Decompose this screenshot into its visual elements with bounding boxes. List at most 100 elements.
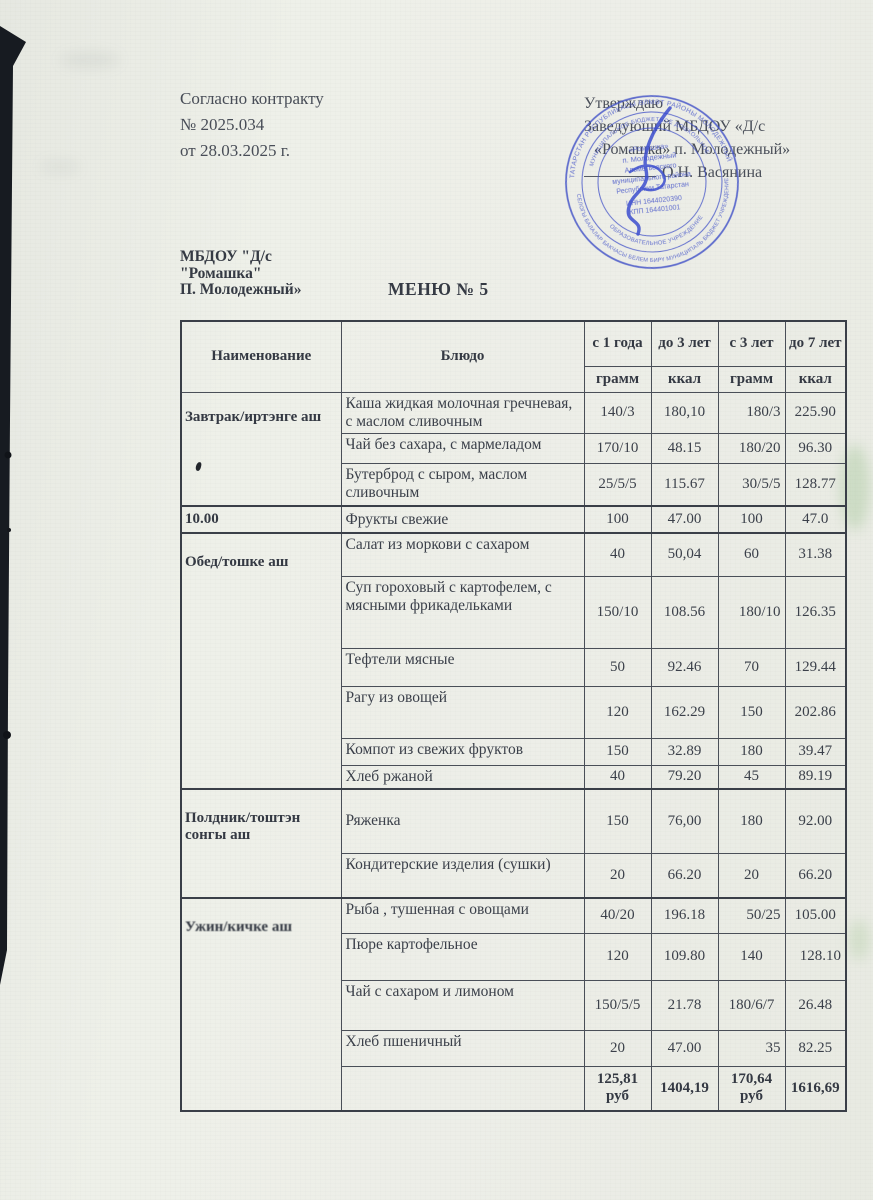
approval-line: Утверждаю: [584, 95, 664, 112]
grams-1-3: 20: [583, 852, 652, 899]
header-unit: ккал: [784, 365, 847, 393]
dish-cell: [340, 1065, 585, 1112]
grams-1-3: 150: [583, 737, 652, 766]
approval-line: «Ромашка» п. Молодежный»: [594, 141, 791, 158]
kcal-3-7: 66.20: [784, 852, 847, 899]
kcal-3-7: 82.25: [784, 1029, 847, 1067]
stamp-outer-circle: [565, 95, 739, 269]
signature-underline: [584, 162, 656, 177]
contract-block: Согласно контракту № 2025.034 от 28.03.2…: [180, 86, 324, 164]
kcal-3-7: 26.48: [784, 979, 847, 1031]
header-age-4: до 7 лет: [784, 320, 847, 367]
table-row: Кондитерские изделия (сушки) 20 66.20 20…: [181, 852, 847, 899]
table-row: Полдник/тоштэн сонгы аш Ряженка 150 76,0…: [180, 788, 847, 899]
org-line: П. Молодежный»: [180, 281, 302, 298]
grams-3-7: 180/6/7: [717, 979, 786, 1031]
grams-1-3: 40/20: [583, 897, 652, 934]
dish-cell: Пюре картофельное: [340, 932, 585, 981]
section-dinner: Ужин/кичке аш: [180, 897, 342, 1112]
kcal-1-3: 92.46: [650, 647, 719, 687]
grams-3-7: 30/5/5: [717, 462, 786, 507]
dish-cell: Компот из свежих фруктов: [340, 737, 585, 766]
kcal-3-7: 129.44: [784, 647, 847, 687]
section-time-1000: 10.00: [180, 505, 342, 534]
kcal-1-3: 48.15: [650, 432, 719, 464]
total-row: 125,81 руб 1404,19 170,64 руб 1616,69: [181, 1065, 847, 1112]
stamp-inner-circle: [597, 127, 707, 237]
dish-cell: Каша жидкая молочная гречневая, с маслом…: [340, 391, 585, 434]
kcal-3-7: 92.00: [784, 788, 847, 854]
kcal-1-3: 196.18: [650, 897, 719, 934]
header-age-1: с 1 года: [583, 320, 652, 367]
dish-cell: Рагу из овощей: [340, 685, 585, 739]
kcal-1-3: 47.00: [650, 505, 719, 534]
contract-line: Согласно контракту: [180, 89, 324, 108]
dish-cell: Рыба , тушенная с овощами: [340, 897, 585, 934]
table-row: Тефтели мясные 50 92.46 70 129.44: [181, 647, 847, 687]
grams-1-3: 40: [583, 532, 652, 577]
dish-cell: Суп гороховый с картофелем, с мясными фр…: [340, 575, 585, 649]
kcal-1-3: 109.80: [650, 932, 719, 981]
grams-1-3: 120: [583, 685, 652, 739]
contract-date: от 28.03.2025 г.: [180, 141, 291, 160]
grams-3-7: 50/25: [717, 897, 786, 934]
kcal-3-7: 202.86: [784, 685, 847, 739]
header-unit: ккал: [650, 365, 719, 393]
pencil-smudge: [40, 160, 80, 174]
contract-number: № 2025.034: [180, 115, 265, 134]
kcal-1-3: 162.29: [650, 685, 719, 739]
table-row: 10.00 Фрукты свежие 100 47.00 100 47.0: [180, 505, 847, 534]
org-name-block: МБДОУ "Д/с "Ромашка" П. Молодежный»: [180, 248, 302, 299]
total-cost-1-3: 125,81 руб: [583, 1065, 652, 1112]
kcal-3-7: 31.38: [784, 532, 847, 577]
table-row: Обед/тошке аш Салат из моркови с сахаром…: [180, 532, 847, 790]
grams-3-7: 180/20: [717, 432, 786, 464]
table-row: Завтрак/иртэнге аш Каша жидкая молочная …: [180, 391, 847, 507]
green-scan-smudge: [848, 920, 870, 960]
grams-3-7: 180: [717, 788, 786, 854]
dish-cell: Бутерброд с сыром, маслом сливочным: [340, 462, 585, 507]
table-row: Ужин/кичке аш Рыба , тушенная с овощами …: [180, 897, 847, 1112]
total-kcal-1-3: 1404,19: [650, 1065, 719, 1112]
grams-1-3: 100: [583, 505, 652, 534]
grams-3-7: 70: [717, 647, 786, 687]
grams-1-3: 120: [583, 932, 652, 981]
kcal-3-7: 39.47: [784, 737, 847, 766]
dish-cell: Чай с сахаром и лимоном: [340, 979, 585, 1031]
grams-3-7: 20: [717, 852, 786, 899]
grams-1-3: 150/5/5: [583, 979, 652, 1031]
section-breakfast: Завтрак/иртэнге аш: [180, 391, 342, 507]
kcal-3-7: 128.10: [784, 932, 847, 981]
kcal-1-3: 79.20: [650, 764, 719, 790]
grams-3-7: 45: [717, 764, 786, 790]
kcal-3-7: 105.00: [784, 897, 847, 934]
section-snack: Полдник/тоштэн сонгы аш: [180, 788, 342, 899]
menu-table: Наименование Блюдо с 1 года до 3 лет с 3…: [180, 320, 847, 1112]
grams-3-7: 35: [717, 1029, 786, 1067]
handwritten-signature: [626, 106, 672, 236]
grams-3-7: 60: [717, 532, 786, 577]
stamp-middle-circle: [581, 111, 723, 253]
kcal-3-7: 96.30: [784, 432, 847, 464]
dish-cell: Тефтели мясные: [340, 647, 585, 687]
kcal-3-7: 126.35: [784, 575, 847, 649]
grams-1-3: 50: [583, 647, 652, 687]
scan-edge-artifact: [0, 26, 26, 985]
grams-3-7: 180: [717, 737, 786, 766]
dish-cell: Фрукты свежие: [340, 505, 585, 534]
header-unit: грамм: [717, 365, 786, 393]
grams-1-3: 25/5/5: [583, 462, 652, 507]
kcal-1-3: 50,04: [650, 532, 719, 577]
total-cost-3-7: 170,64 руб: [717, 1065, 786, 1112]
kcal-1-3: 115.67: [650, 462, 719, 507]
total-kcal-3-7: 1616,69: [784, 1065, 847, 1112]
kcal-1-3: 47.00: [650, 1029, 719, 1067]
org-line: МБДОУ "Д/с: [180, 248, 272, 265]
dish-cell: Кондитерские изделия (сушки): [340, 852, 585, 899]
kcal-1-3: 180,10: [650, 391, 719, 434]
grams-1-3: 40: [583, 764, 652, 790]
grams-1-3: 150: [583, 788, 652, 854]
header-age-3: с 3 лет: [717, 320, 786, 367]
header-units-row: грамм ккал грамм ккал: [181, 365, 847, 393]
